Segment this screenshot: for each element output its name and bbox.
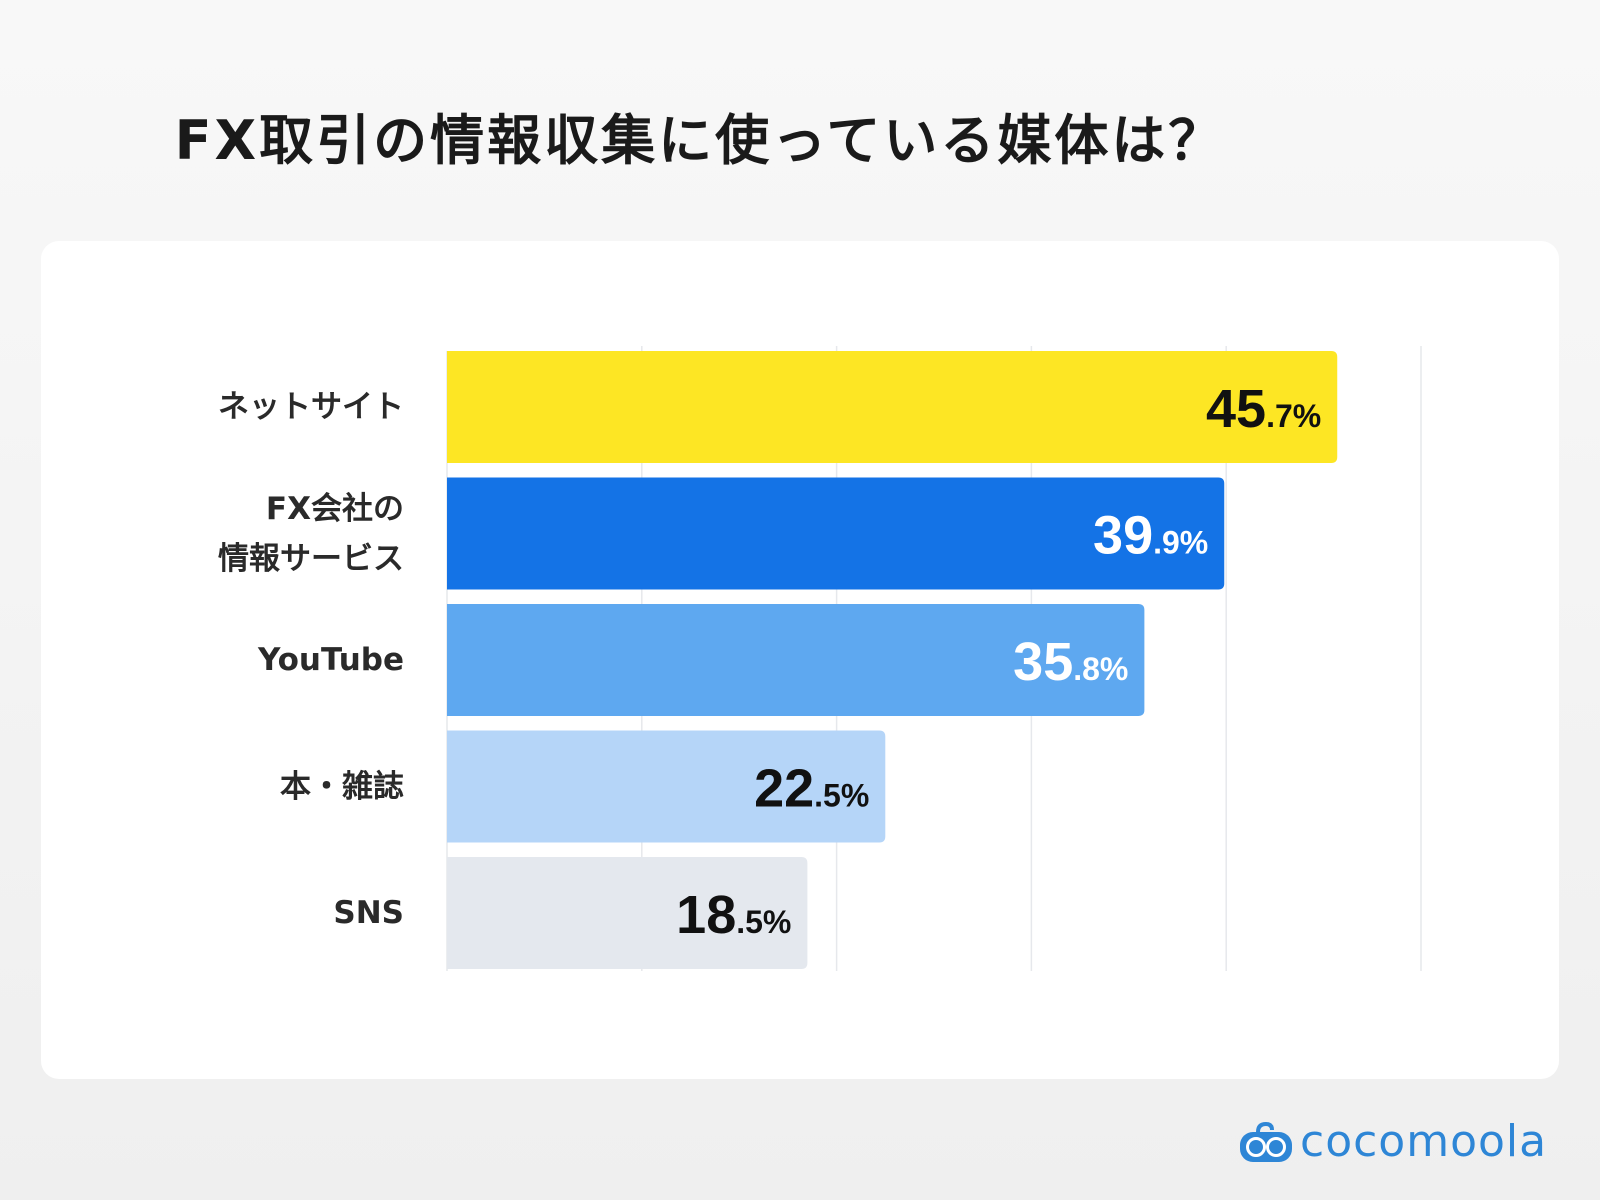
category-label: YouTube (258, 642, 404, 678)
chart-title: FX取引の情報収集に使っている媒体は？ (174, 109, 1226, 172)
data-label: 35.8% (1013, 632, 1128, 692)
data-label: 22.5% (754, 759, 869, 819)
bar (447, 730, 886, 843)
brand-logo: cocomoola (1238, 1116, 1547, 1167)
bar (447, 604, 1145, 716)
data-label: 18.5% (676, 885, 791, 945)
category-label: SNS (333, 895, 404, 931)
cocomoola-logo-icon (1240, 1121, 1292, 1162)
data-label: 39.9% (1093, 506, 1208, 566)
category-label: 本・雑誌 (280, 768, 404, 805)
brand-name: cocomoola (1300, 1116, 1548, 1167)
bar (447, 857, 808, 969)
category-label: FX会社の 情報サービス (218, 490, 404, 577)
category-label: ネットサイト (218, 389, 404, 425)
data-label: 45.7% (1206, 379, 1321, 439)
bar (447, 477, 1225, 590)
bar (447, 351, 1338, 463)
